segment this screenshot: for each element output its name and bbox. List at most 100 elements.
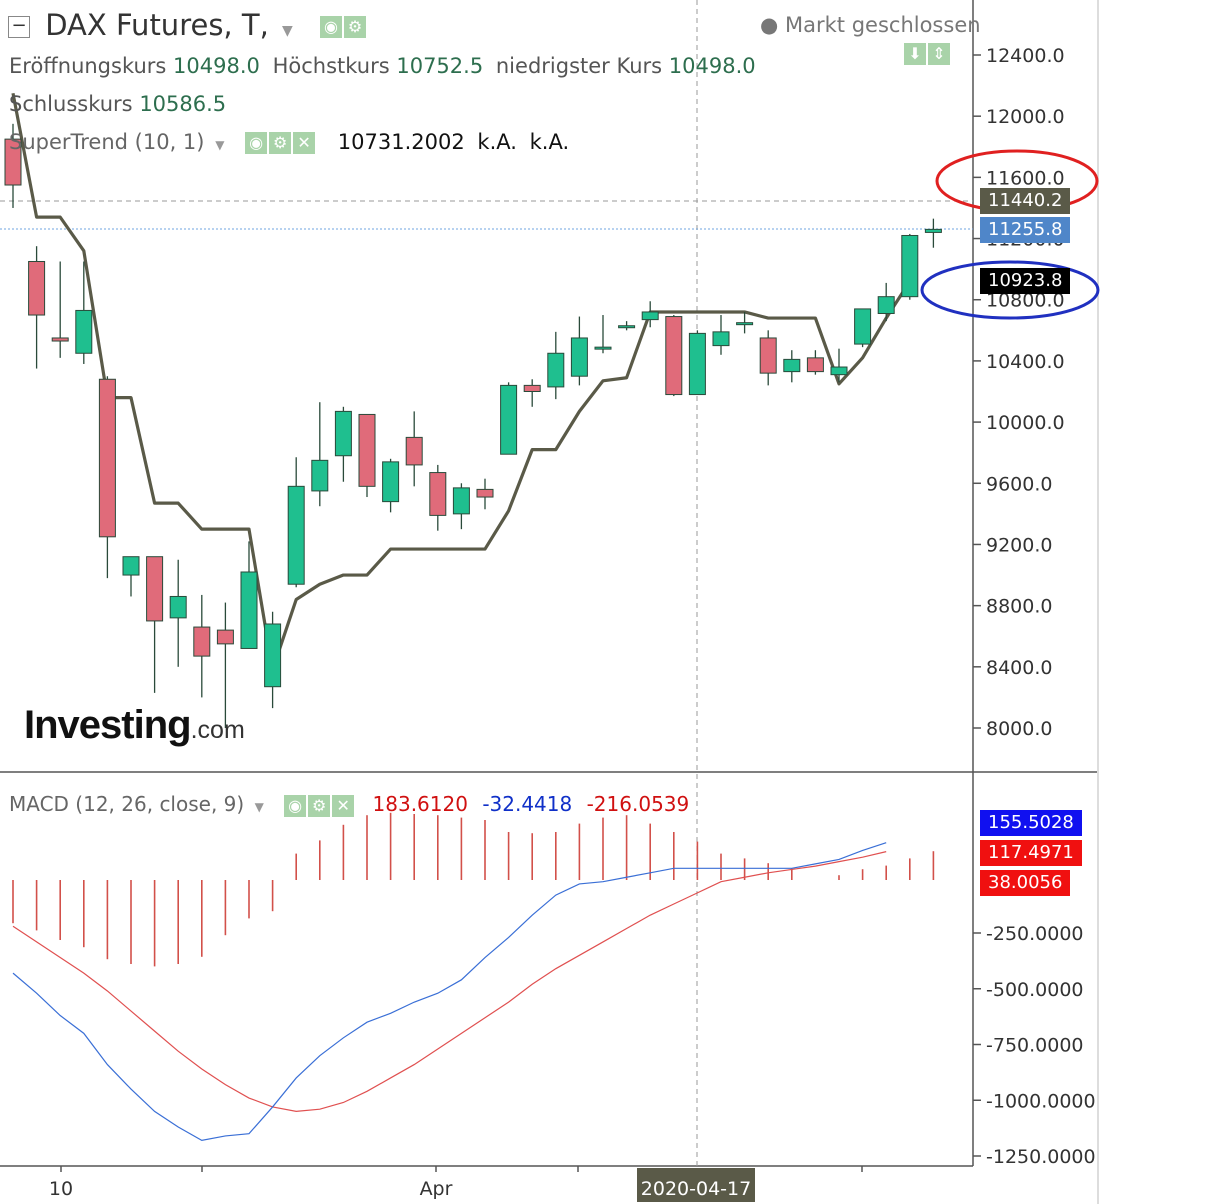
price-tick-label: 8400.0 [986, 657, 1052, 679]
low-value: 10498.0 [668, 54, 756, 78]
ohlc-line-1: Eröffnungskurs 10498.0 Höchstkurs 10752.… [9, 54, 756, 78]
price-tick-label: 8000.0 [986, 718, 1052, 740]
candle-body [594, 346, 612, 350]
candle-body [169, 595, 187, 619]
candle-body [452, 487, 470, 515]
high-label: Höchstkurs [272, 54, 390, 78]
high-value: 10752.5 [396, 54, 484, 78]
macd-legend: MACD (12, 26, close, 9) ▼ ◉ ⚙ ✕ 183.6120 -… [9, 792, 689, 817]
macd-tick-label: -250.0000 [986, 923, 1084, 945]
macd-value-2: -32.4418 [482, 792, 573, 816]
candle-body [688, 332, 706, 396]
candle-body [51, 337, 69, 342]
price-tick-label: 12000.0 [986, 106, 1065, 128]
close-icon[interactable]: ✕ [293, 132, 316, 154]
candle-body [264, 623, 282, 688]
candle-body [334, 410, 352, 457]
eye-icon[interactable]: ◉ [284, 794, 307, 817]
candle-body [877, 296, 895, 314]
supertrend-na-2: k.A. [529, 130, 570, 154]
macd-value-1: 183.6120 [372, 792, 468, 816]
scroll-buttons: ⬇ ⇕ [904, 43, 952, 65]
supertrend-na-1: k.A. [477, 130, 517, 154]
candle-body [500, 384, 518, 455]
supertrend-line [11, 92, 912, 672]
price-tag-macd-low: 38.0056 [980, 870, 1071, 896]
macd-tick-label: -750.0000 [986, 1035, 1084, 1057]
arrow-up-down-icon[interactable]: ⇕ [928, 43, 950, 65]
eye-icon[interactable]: ◉ [320, 16, 343, 38]
candle-body [570, 337, 588, 377]
candle-body [193, 626, 211, 657]
price-tag-macd-top: 155.5028 [980, 810, 1082, 836]
chevron-down-icon[interactable]: ▼ [282, 23, 293, 39]
price-tag-supertrend: 10923.8 [980, 268, 1071, 294]
ohlc-line-2: Schlusskurs 10586.5 [9, 92, 226, 116]
candle-body [854, 308, 872, 345]
chart-header: − DAX Futures, T, ▼ ◉ ⚙ [8, 8, 368, 42]
candle-body [216, 629, 234, 645]
candle-body [287, 485, 305, 585]
gear-icon[interactable]: ⚙ [344, 16, 367, 38]
macd-line [12, 842, 887, 1142]
market-status-label: Markt geschlossen [785, 13, 981, 37]
time-tick-label: Apr [420, 1178, 453, 1200]
macd-tick-label: -500.0000 [986, 979, 1084, 1001]
candle-body [547, 352, 565, 388]
close-icon[interactable]: ✕ [332, 794, 355, 817]
candle-body [476, 488, 494, 498]
arrow-down-icon[interactable]: ⬇ [904, 43, 926, 65]
price-tick-label: 10400.0 [986, 351, 1065, 373]
time-tick-label: 10 [49, 1178, 73, 1200]
price-tick-label: 10000.0 [986, 412, 1065, 434]
price-tick-label: 8800.0 [986, 596, 1052, 618]
crosshair-date-label: 2020-04-17 [641, 1178, 751, 1200]
price-tick-label: 9600.0 [986, 473, 1052, 495]
close-label: Schlusskurs [9, 92, 133, 116]
chevron-down-icon[interactable]: ▼ [254, 800, 264, 814]
candle-body [665, 316, 683, 396]
macd-signal-line [12, 851, 887, 1113]
candle-body [736, 322, 754, 326]
candle-body [830, 366, 848, 376]
candle-body [783, 358, 801, 373]
candle-body [641, 311, 659, 321]
candle-body [122, 556, 140, 576]
candle-body [75, 309, 93, 354]
price-tick-label: 9200.0 [986, 534, 1052, 556]
candle-body [924, 228, 942, 233]
candle-body [901, 234, 919, 298]
annotation-blue-ellipse [920, 260, 1100, 320]
candle-body [712, 331, 730, 347]
price-tick-label: 11600.0 [986, 167, 1065, 189]
open-label: Eröffnungskurs [9, 54, 167, 78]
candle-body [405, 436, 423, 466]
candle-body [146, 556, 164, 622]
candle-body [618, 325, 636, 329]
candle-body [382, 461, 400, 503]
price-tag-last: 11255.8 [980, 217, 1071, 243]
price-tick-label: 10800.0 [986, 290, 1065, 312]
candle-body [240, 571, 258, 649]
macd-value-3: -216.0539 [586, 792, 690, 816]
chart-title: DAX Futures, T, [45, 8, 269, 42]
macd-tick-label: -1000.0000 [986, 1090, 1096, 1112]
status-dot-icon: ● [760, 13, 779, 37]
candle-body [4, 138, 22, 186]
candle-body [759, 337, 777, 374]
gear-icon[interactable]: ⚙ [269, 132, 292, 154]
candle-body [28, 260, 46, 316]
gear-icon[interactable]: ⚙ [308, 794, 331, 817]
candle-body [523, 384, 541, 392]
market-status: ● Markt geschlossen [760, 13, 981, 37]
price-tick-label: 12400.0 [986, 45, 1065, 67]
eye-icon[interactable]: ◉ [245, 132, 268, 154]
price-tag-dashed: 11440.2 [980, 188, 1071, 214]
collapse-button[interactable]: − [8, 16, 30, 38]
price-tag-macd-mid: 117.4971 [980, 840, 1082, 866]
crosshair-date-box [637, 1168, 755, 1202]
chevron-down-icon[interactable]: ▼ [215, 138, 225, 152]
supertrend-label: SuperTrend (10, 1) [9, 130, 205, 154]
open-value: 10498.0 [173, 54, 260, 78]
